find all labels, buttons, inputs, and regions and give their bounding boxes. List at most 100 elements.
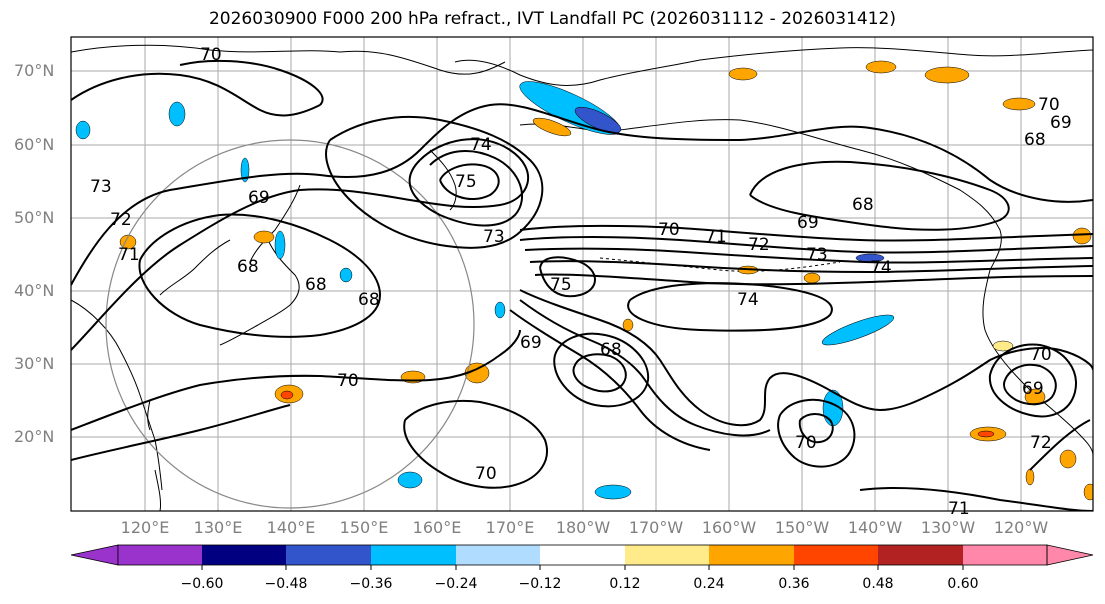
colorbar-segment bbox=[456, 545, 540, 565]
anomaly-patch-neg bbox=[494, 301, 506, 319]
contour-line bbox=[553, 332, 650, 408]
colorbar-segment bbox=[286, 545, 371, 565]
colorbar-segment bbox=[202, 545, 286, 565]
colorbar-tick-label: 0.60 bbox=[947, 576, 979, 592]
colorbar-tick-label: −0.48 bbox=[264, 576, 308, 592]
lon-label-140e: 140°E bbox=[266, 518, 316, 537]
map-title: 2026030900 F000 200 hPa refract., IVT La… bbox=[208, 9, 896, 29]
colorbar-segment bbox=[625, 545, 709, 565]
lon-label-130e: 130°E bbox=[193, 518, 243, 537]
colorbar-segment bbox=[963, 545, 1047, 565]
colorbar-tick-label: 0.24 bbox=[693, 576, 725, 592]
contour-label: 73 bbox=[90, 177, 112, 197]
contour-line bbox=[572, 353, 627, 393]
anomaly-patch-pos bbox=[865, 60, 897, 74]
contour-line bbox=[1003, 363, 1057, 406]
contour-label: 72 bbox=[748, 235, 770, 255]
lat-label-40n: 40°N bbox=[14, 281, 55, 300]
contour-line bbox=[529, 260, 1093, 274]
contour-label: 74 bbox=[870, 258, 892, 278]
contour-line bbox=[524, 247, 1093, 264]
contour-label: 68 bbox=[600, 340, 622, 360]
contour-line bbox=[859, 487, 1093, 511]
lon-label-130w: 130°W bbox=[920, 518, 976, 537]
contour-label: 68 bbox=[1024, 130, 1046, 150]
contour-line bbox=[403, 399, 548, 489]
contour-line bbox=[71, 329, 521, 431]
colorbar-segment bbox=[540, 545, 625, 565]
lon-label-150w: 150°W bbox=[774, 518, 830, 537]
anomaly-patch-neg bbox=[168, 101, 186, 127]
contour-line bbox=[534, 273, 1093, 286]
contour-label: 73 bbox=[483, 227, 505, 247]
contour-label: 70 bbox=[475, 464, 497, 484]
contour-label: 69 bbox=[1022, 379, 1044, 399]
contour-line bbox=[519, 224, 1093, 242]
contour-line bbox=[539, 256, 596, 298]
colorbar-tick-label: −0.24 bbox=[434, 576, 478, 592]
sakhalin-coast bbox=[249, 184, 301, 263]
anomaly-patch-pos bbox=[1002, 97, 1036, 111]
siberia-coast bbox=[71, 44, 506, 75]
contour-label: 70 bbox=[795, 433, 817, 453]
contour-line bbox=[519, 236, 1093, 254]
contour-line bbox=[179, 59, 324, 106]
contour-label: 69 bbox=[1050, 113, 1072, 133]
anomaly-patch-neg bbox=[821, 314, 895, 346]
colorbar bbox=[70, 544, 1094, 570]
lon-label-120e: 120°E bbox=[120, 518, 170, 537]
contour-label: 70 bbox=[337, 371, 359, 391]
anomaly-patch-pos bbox=[803, 272, 821, 284]
contour-label: 70 bbox=[1038, 95, 1060, 115]
anomaly-patch-pos bbox=[532, 117, 572, 137]
anomaly-patch-neg bbox=[397, 471, 423, 489]
contour-label: 68 bbox=[852, 195, 874, 215]
graticule bbox=[71, 37, 1093, 511]
contour-label: 71 bbox=[118, 245, 140, 265]
region-circle bbox=[105, 139, 475, 509]
anomaly-patch-pos bbox=[728, 67, 758, 81]
contour-label: 74 bbox=[470, 135, 492, 155]
anomaly-patch-neg bbox=[594, 484, 632, 500]
contour-label: 75 bbox=[550, 275, 572, 295]
aleutian-chain bbox=[599, 257, 841, 272]
lat-label-70n: 70°N bbox=[14, 61, 55, 80]
contour-label: 69 bbox=[520, 333, 542, 353]
korea-coast bbox=[159, 239, 231, 296]
contour-label: 72 bbox=[110, 210, 132, 230]
contour-label: 68 bbox=[237, 257, 259, 277]
anomaly-patch-pos bbox=[977, 430, 995, 438]
contour-line bbox=[749, 160, 1010, 231]
colorbar-tick-label: −0.12 bbox=[518, 576, 562, 592]
contour-label: 70 bbox=[200, 45, 222, 65]
lon-label-140w: 140°W bbox=[847, 518, 903, 537]
lon-label-180w: 180°W bbox=[555, 518, 611, 537]
anomaly-patch-neg bbox=[574, 106, 622, 134]
colorbar-tick-label: 0.48 bbox=[862, 576, 894, 592]
colorbar-frame bbox=[117, 544, 1048, 566]
contour-label: 68 bbox=[305, 275, 327, 295]
contour-line bbox=[1029, 419, 1091, 471]
refractivity-contours bbox=[71, 59, 1093, 511]
contour-label: 72 bbox=[1030, 433, 1052, 453]
contour-line bbox=[627, 282, 833, 332]
lon-label-150e: 150°E bbox=[339, 518, 389, 537]
anomaly-patch-pos bbox=[280, 390, 294, 400]
colorbar-max-extend bbox=[1046, 544, 1094, 566]
contour-label: 73 bbox=[806, 245, 828, 265]
west-us-coast bbox=[982, 269, 1093, 456]
taiwan-coast bbox=[147, 399, 151, 431]
contour-line bbox=[798, 413, 834, 444]
lon-label-120w: 120°W bbox=[993, 518, 1049, 537]
anomaly-patch-pos bbox=[1083, 483, 1093, 501]
anomaly-patch-neg bbox=[274, 230, 286, 260]
lon-label-160w: 160°W bbox=[701, 518, 757, 537]
colorbar-segment bbox=[709, 545, 794, 565]
plot-frame bbox=[70, 36, 1094, 512]
colorbar-tick-label: 0.12 bbox=[609, 576, 641, 592]
contour-line bbox=[71, 138, 530, 351]
contour-line bbox=[71, 72, 321, 117]
colorbar-segment bbox=[118, 545, 202, 565]
contour-label-group: 70 74 75 69 73 72 71 68 68 68 68 73 70 7… bbox=[90, 45, 1072, 519]
